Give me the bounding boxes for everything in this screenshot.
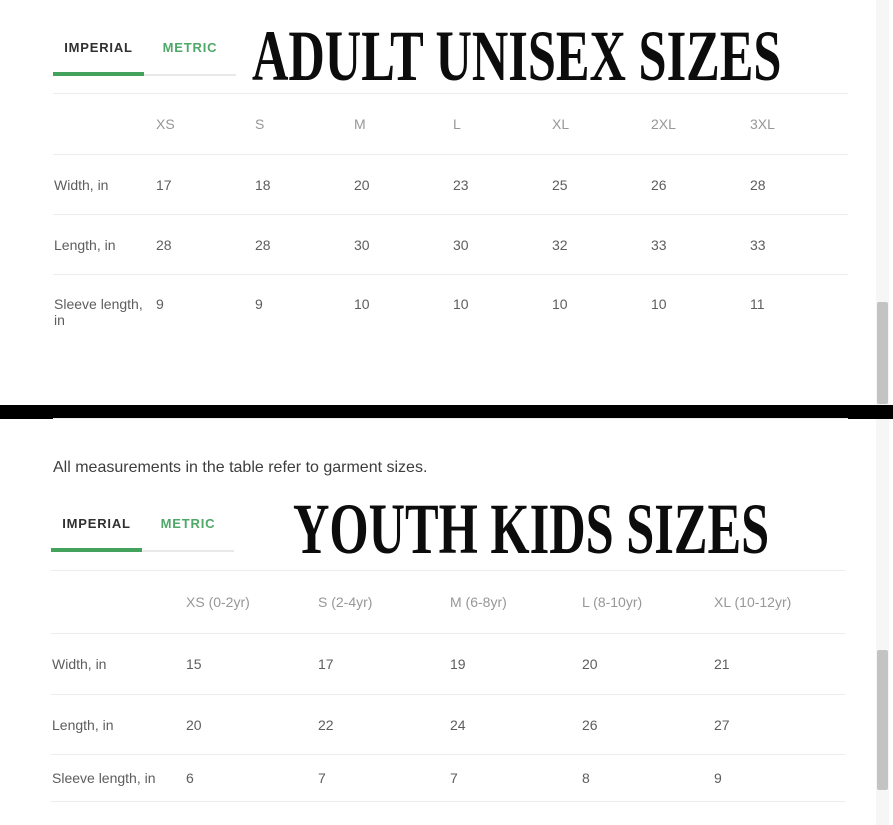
- column-header: XS: [155, 93, 254, 155]
- cell: 7: [317, 754, 449, 802]
- cell: 32: [551, 214, 650, 275]
- tab-metric[interactable]: METRIC: [144, 40, 236, 76]
- cell: 21: [713, 633, 845, 695]
- row-label: Length, in: [51, 694, 185, 755]
- cell: 23: [452, 154, 551, 215]
- adult-unit-tabs: IMPERIAL METRIC: [53, 40, 236, 76]
- youth-unit-tabs: IMPERIAL METRIC: [51, 516, 234, 552]
- column-header: S: [254, 93, 353, 155]
- cell: 7: [449, 754, 581, 802]
- cell: 8: [581, 754, 713, 802]
- cell: 26: [581, 694, 713, 755]
- cell: 10: [551, 274, 650, 419]
- table-row-sleeve: Sleeve length, in 6 7 7 8 9: [51, 754, 845, 802]
- column-header: 3XL: [749, 93, 848, 155]
- tab-imperial[interactable]: IMPERIAL: [53, 40, 144, 76]
- youth-size-table: XS (0-2yr) S (2-4yr) M (6-8yr) L (8-10yr…: [51, 570, 845, 802]
- cell: 27: [713, 694, 845, 755]
- row-label: Width, in: [51, 633, 185, 695]
- table-row-sleeve: Sleeve length, in 9 9 10 10 10 10 11: [53, 274, 848, 419]
- cell: 19: [449, 633, 581, 695]
- cell: 20: [353, 154, 452, 215]
- cell: 10: [353, 274, 452, 419]
- cell: 22: [317, 694, 449, 755]
- row-label: Length, in: [53, 214, 155, 275]
- scrollbar-track[interactable]: [876, 0, 889, 405]
- adult-size-table: XS S M L XL 2XL 3XL Width, in 17 18 20 2…: [53, 93, 848, 419]
- column-header: L: [452, 93, 551, 155]
- cell: 18: [254, 154, 353, 215]
- measurements-note: All measurements in the table refer to g…: [53, 459, 428, 476]
- cell: 11: [749, 274, 848, 419]
- adult-sizes-title: ADULT UNISEX SIZES: [252, 16, 782, 96]
- youth-header-row: XS (0-2yr) S (2-4yr) M (6-8yr) L (8-10yr…: [51, 570, 845, 634]
- tab-imperial[interactable]: IMPERIAL: [51, 516, 142, 552]
- row-label: Width, in: [53, 154, 155, 215]
- cell: 10: [452, 274, 551, 419]
- cell: 10: [650, 274, 749, 419]
- column-header: S (2-4yr): [317, 570, 449, 634]
- cell: 20: [185, 694, 317, 755]
- column-header: M (6-8yr): [449, 570, 581, 634]
- cell: 6: [185, 754, 317, 802]
- cell: 9: [254, 274, 353, 419]
- cell: 25: [551, 154, 650, 215]
- cell: 33: [749, 214, 848, 275]
- cell: 15: [185, 633, 317, 695]
- table-row-width: Width, in 15 17 19 20 21: [51, 633, 845, 695]
- cell: 26: [650, 154, 749, 215]
- scrollbar-track[interactable]: [876, 419, 889, 825]
- cell: 17: [317, 633, 449, 695]
- cell: 24: [449, 694, 581, 755]
- scrollbar-thumb[interactable]: [877, 650, 888, 790]
- row-label-header: [51, 570, 185, 634]
- adult-sizes-section: IMPERIAL METRIC ADULT UNISEX SIZES XS S …: [0, 0, 893, 419]
- column-header: XS (0-2yr): [185, 570, 317, 634]
- table-row-width: Width, in 17 18 20 23 25 26 28: [53, 154, 848, 215]
- cell: 28: [155, 214, 254, 275]
- cell: 33: [650, 214, 749, 275]
- cell: 9: [713, 754, 845, 802]
- cell: 28: [254, 214, 353, 275]
- column-header: M: [353, 93, 452, 155]
- column-header: XL: [551, 93, 650, 155]
- youth-sizes-section: All measurements in the table refer to g…: [0, 419, 893, 825]
- tab-metric[interactable]: METRIC: [142, 516, 234, 552]
- row-label-header: [53, 93, 155, 155]
- row-label: Sleeve length, in: [51, 754, 185, 802]
- youth-sizes-title: YOUTH KIDS SIZES: [293, 489, 770, 569]
- scrollbar-thumb[interactable]: [877, 302, 888, 404]
- row-label: Sleeve length, in: [53, 274, 155, 419]
- cell: 30: [452, 214, 551, 275]
- adult-header-row: XS S M L XL 2XL 3XL: [53, 93, 848, 155]
- column-header: 2XL: [650, 93, 749, 155]
- cell: 9: [155, 274, 254, 419]
- cell: 28: [749, 154, 848, 215]
- cell: 17: [155, 154, 254, 215]
- cell: 20: [581, 633, 713, 695]
- table-row-length: Length, in 28 28 30 30 32 33 33: [53, 214, 848, 275]
- column-header: L (8-10yr): [581, 570, 713, 634]
- cell: 30: [353, 214, 452, 275]
- column-header: XL (10-12yr): [713, 570, 845, 634]
- table-row-length: Length, in 20 22 24 26 27: [51, 694, 845, 755]
